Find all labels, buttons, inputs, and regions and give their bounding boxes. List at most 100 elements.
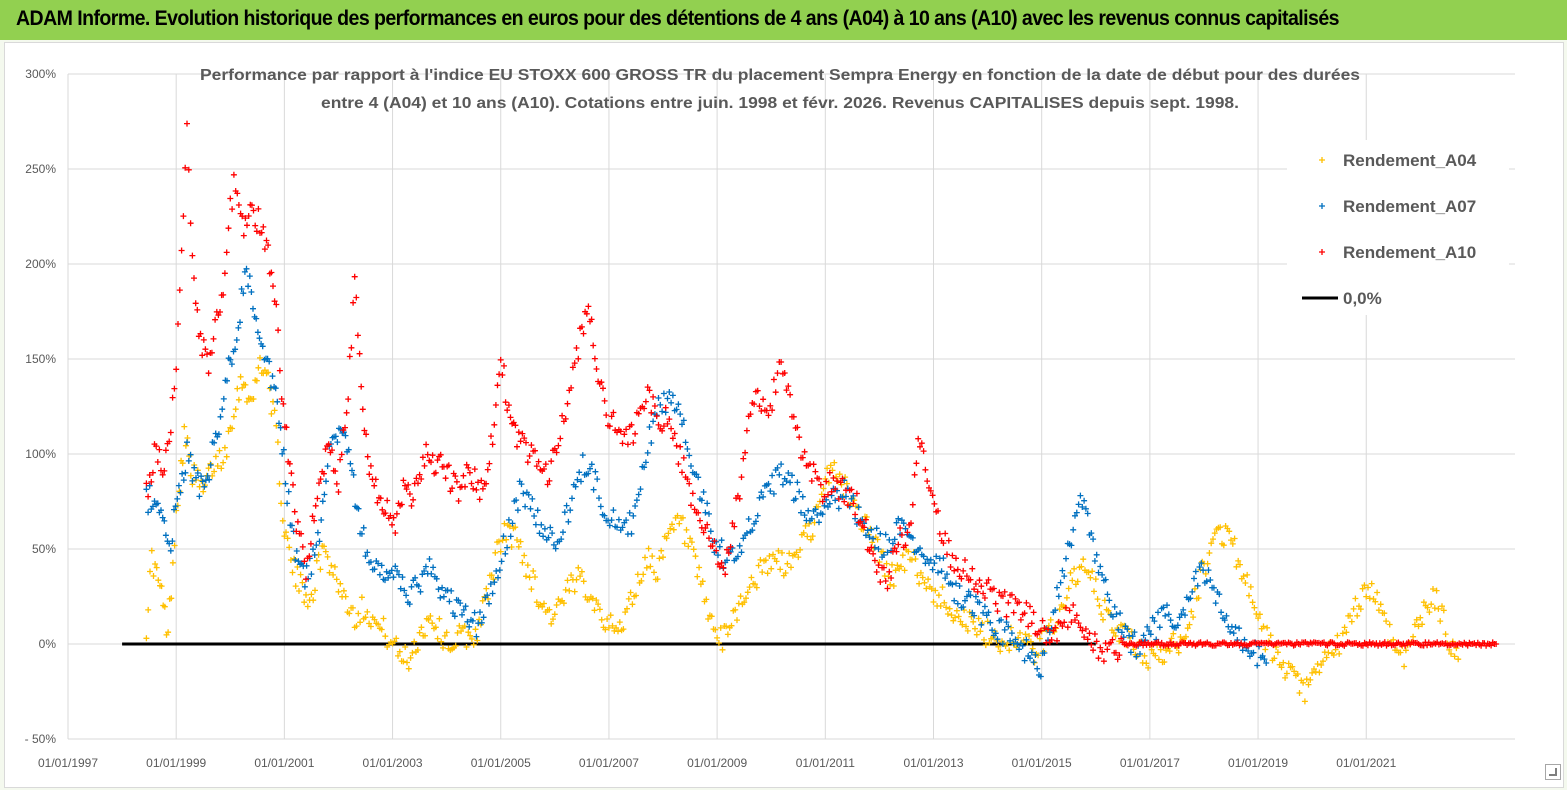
data-point [1110, 629, 1117, 636]
data-point [533, 599, 540, 606]
data-point [309, 513, 316, 520]
data-point [346, 353, 353, 360]
data-point [1352, 595, 1359, 602]
data-point [578, 568, 585, 575]
data-point [1081, 497, 1088, 504]
data-point [405, 481, 412, 488]
data-point [718, 560, 725, 566]
data-point [304, 603, 311, 610]
data-point [492, 402, 499, 408]
data-point [465, 629, 472, 636]
data-point [1176, 614, 1183, 621]
data-point [340, 587, 347, 594]
data-point [999, 593, 1006, 600]
data-point [1419, 621, 1426, 628]
data-point [707, 528, 714, 535]
data-point [491, 579, 498, 586]
data-point [1187, 595, 1194, 602]
data-point [505, 402, 512, 409]
data-point [1056, 606, 1063, 613]
data-point [706, 535, 712, 542]
data-point [580, 578, 587, 585]
data-point [766, 553, 773, 559]
data-point [1259, 652, 1266, 659]
data-point [785, 383, 792, 390]
data-point [536, 530, 543, 537]
data-point [837, 479, 844, 486]
data-point [156, 446, 163, 453]
data-point [212, 430, 219, 437]
data-point [470, 641, 477, 648]
data-point [1097, 563, 1104, 570]
data-point [1386, 621, 1393, 628]
data-point [265, 369, 272, 376]
data-point [857, 518, 864, 525]
data-point [740, 455, 747, 462]
data-point [635, 491, 642, 498]
data-point [680, 454, 687, 461]
data-point [994, 636, 1001, 643]
data-point [1005, 623, 1012, 630]
data-point [258, 229, 265, 236]
data-point [1037, 627, 1044, 634]
data-point [507, 533, 514, 540]
data-point [972, 593, 979, 600]
data-point [351, 273, 358, 280]
data-point [591, 607, 598, 614]
data-point [1118, 629, 1125, 636]
data-point [763, 407, 770, 414]
resize-handle-icon[interactable] [1545, 764, 1561, 780]
data-point [234, 385, 241, 392]
data-point [971, 612, 978, 619]
data-point [550, 541, 557, 548]
data-point [1204, 560, 1211, 567]
data-point [820, 485, 827, 492]
data-point [1054, 584, 1060, 591]
data-point [299, 579, 306, 586]
data-point [764, 570, 771, 577]
data-point [1098, 611, 1105, 618]
data-point [548, 620, 555, 627]
data-point [975, 615, 982, 622]
data-point [530, 568, 537, 574]
data-point [350, 299, 357, 306]
data-point [875, 562, 882, 569]
data-point [1309, 669, 1316, 676]
data-point [1144, 623, 1151, 630]
data-point [1005, 599, 1012, 606]
data-point [158, 583, 165, 590]
data-point [794, 479, 801, 486]
data-point [646, 424, 653, 430]
data-point [891, 545, 898, 552]
data-point [567, 507, 574, 514]
data-point [807, 536, 814, 543]
data-point [918, 440, 925, 447]
data-point [953, 580, 959, 587]
data-point [892, 567, 899, 574]
data-point [625, 595, 632, 602]
data-point [787, 391, 794, 398]
data-point [742, 449, 749, 456]
data-point [328, 562, 335, 569]
data-point [1165, 642, 1172, 649]
data-point [457, 600, 464, 607]
x-tick-label: 01/01/1997 [38, 756, 98, 770]
data-point [514, 507, 521, 514]
data-point [800, 529, 807, 536]
data-point [880, 564, 887, 571]
data-point [303, 562, 310, 569]
data-point [310, 597, 317, 604]
data-point [1073, 612, 1080, 619]
data-point [985, 609, 992, 616]
data-point [212, 453, 219, 460]
data-point [654, 576, 661, 583]
data-point [999, 640, 1006, 647]
data-point [455, 498, 462, 504]
data-point [407, 654, 414, 661]
data-point [605, 624, 612, 631]
data-point [962, 557, 968, 563]
data-point [496, 371, 503, 378]
data-point [495, 574, 501, 581]
data-point [501, 520, 508, 527]
